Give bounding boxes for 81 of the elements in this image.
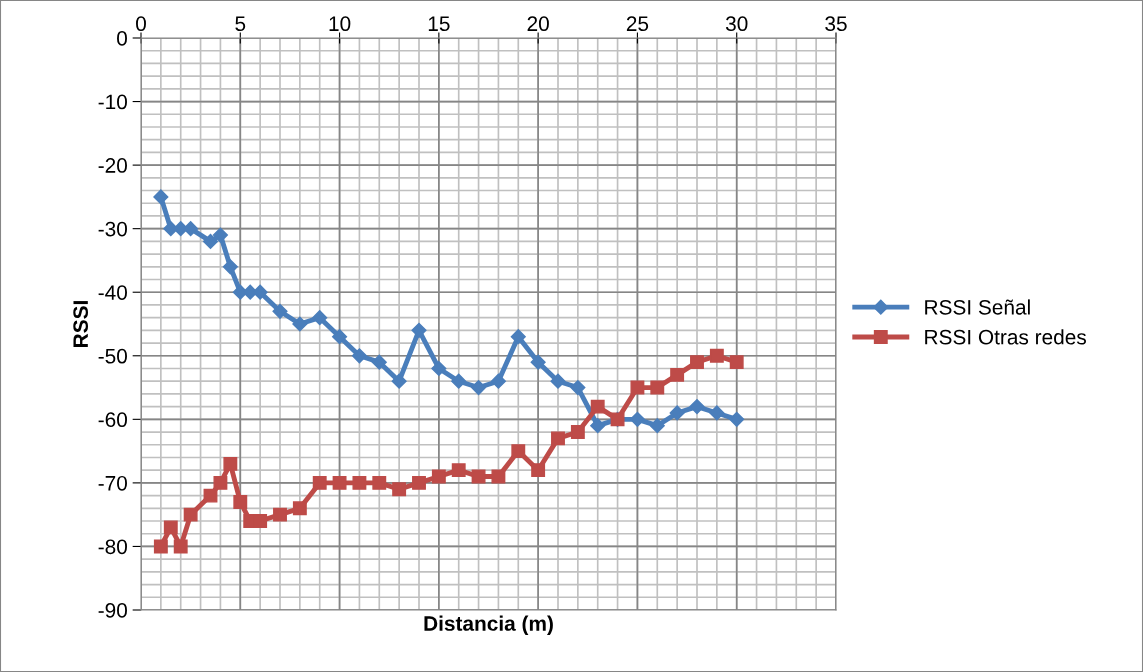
point <box>163 520 178 535</box>
point <box>670 367 685 382</box>
y-tick-label: -70 <box>98 475 127 491</box>
x-tick-label: 10 <box>329 16 351 32</box>
point <box>510 329 526 345</box>
point <box>650 380 665 395</box>
legend-label: RSSI Otras redes <box>925 329 1086 345</box>
point <box>709 405 725 421</box>
y-tick-label: -30 <box>98 221 127 237</box>
point <box>630 380 645 395</box>
point <box>431 469 446 484</box>
point <box>332 475 347 490</box>
y-tick-label: 0 <box>117 31 127 46</box>
point <box>312 310 328 326</box>
point <box>471 469 486 484</box>
point <box>391 373 407 389</box>
point <box>590 399 605 414</box>
point <box>412 475 426 490</box>
point <box>490 373 506 389</box>
x-tick-label: 30 <box>725 16 748 32</box>
point <box>332 329 348 345</box>
point <box>273 507 287 522</box>
point <box>729 355 744 370</box>
point <box>649 418 665 434</box>
point <box>213 475 228 490</box>
point <box>431 360 447 377</box>
point <box>352 475 367 490</box>
x-tick-label: 35 <box>825 16 847 32</box>
y-tick-label: -80 <box>98 539 127 555</box>
point <box>392 482 407 497</box>
point <box>153 189 169 205</box>
point <box>629 411 645 427</box>
point <box>570 379 586 396</box>
point <box>729 411 745 427</box>
point <box>202 233 219 249</box>
x-tick-label: 25 <box>626 16 649 32</box>
point <box>372 475 387 490</box>
point <box>203 488 218 503</box>
point <box>371 354 387 370</box>
point <box>451 463 466 478</box>
point <box>551 431 565 446</box>
x-tick-label: 20 <box>527 16 549 32</box>
point <box>690 355 704 370</box>
point <box>183 507 198 522</box>
y-tick-label: -20 <box>98 158 127 173</box>
point <box>292 501 307 516</box>
point <box>411 322 427 338</box>
point <box>689 399 705 415</box>
point <box>183 221 199 237</box>
point <box>590 418 606 434</box>
point <box>173 539 188 554</box>
y-tick-label: -40 <box>98 285 127 300</box>
point <box>223 456 238 471</box>
point <box>570 425 585 439</box>
y-axis-title: RSSI <box>73 301 89 347</box>
point <box>451 373 467 389</box>
point <box>530 354 546 370</box>
point <box>669 405 685 421</box>
point <box>351 348 367 364</box>
point <box>312 475 327 490</box>
point <box>491 469 506 484</box>
point <box>511 444 526 459</box>
y-tick-label: -50 <box>98 348 127 364</box>
point <box>550 373 566 389</box>
point <box>471 379 487 396</box>
legend-label: RSSI Señal <box>925 299 1030 315</box>
point <box>292 316 308 332</box>
x-tick-label: 15 <box>428 16 450 32</box>
point <box>153 539 168 554</box>
x-axis-title: Distancia (m) <box>424 615 553 635</box>
point <box>222 259 238 275</box>
y-tick-label: -10 <box>98 94 127 110</box>
point <box>212 227 228 243</box>
x-tick-label: 0 <box>136 16 146 32</box>
point <box>272 303 288 319</box>
point <box>531 463 546 478</box>
y-tick-label: -90 <box>98 603 127 618</box>
point <box>709 348 724 363</box>
x-tick-label: 5 <box>235 16 246 32</box>
point <box>233 495 248 509</box>
y-tick-label: -60 <box>98 412 127 428</box>
